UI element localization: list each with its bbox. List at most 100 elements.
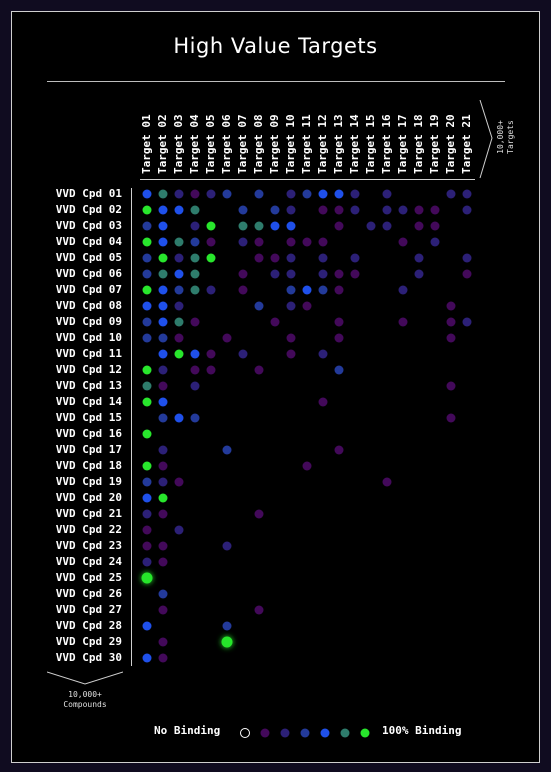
binding-dot [334, 333, 344, 343]
binding-dot [158, 301, 168, 311]
binding-dot [254, 301, 264, 311]
binding-dot [158, 413, 168, 423]
binding-dot [174, 413, 184, 423]
row-axis-line [131, 188, 132, 666]
binding-dot [382, 205, 392, 215]
binding-dot [174, 189, 184, 199]
binding-dot [446, 301, 456, 311]
compound-label: VVD Cpd 19 [55, 475, 122, 488]
binding-dot [142, 653, 152, 663]
binding-dot [462, 317, 472, 327]
binding-dot [318, 269, 328, 279]
binding-dot [238, 349, 248, 359]
binding-dot [206, 189, 216, 199]
binding-dot [254, 365, 264, 375]
binding-dot [206, 221, 216, 231]
binding-dot [238, 285, 248, 295]
binding-dot [398, 285, 408, 295]
binding-dot [286, 221, 296, 231]
binding-dot [238, 269, 248, 279]
legend-swatch [340, 728, 350, 738]
compound-label: VVD Cpd 16 [55, 427, 122, 440]
binding-dot [174, 477, 184, 487]
legend-no-binding-label: No Binding [154, 724, 221, 737]
binding-dot [318, 237, 328, 247]
compound-label: VVD Cpd 24 [55, 555, 122, 568]
binding-dot [222, 333, 232, 343]
binding-dot [286, 237, 296, 247]
binding-dot [158, 493, 168, 503]
binding-dot [334, 221, 344, 231]
binding-dot [142, 429, 152, 439]
binding-dot [302, 461, 312, 471]
compound-label: VVD Cpd 12 [55, 363, 122, 376]
compound-label: VVD Cpd 30 [55, 651, 122, 664]
binding-dot [446, 189, 456, 199]
compound-label: VVD Cpd 13 [55, 379, 122, 392]
binding-dot [174, 317, 184, 327]
binding-dot [318, 285, 328, 295]
binding-dot [206, 349, 216, 359]
compound-label: VVD Cpd 10 [55, 331, 122, 344]
binding-dot [158, 269, 168, 279]
binding-dot [190, 365, 200, 375]
binding-dot [398, 237, 408, 247]
compound-label: VVD Cpd 02 [55, 203, 122, 216]
binding-dot [462, 253, 472, 263]
binding-dot [254, 509, 264, 519]
binding-dot [190, 205, 200, 215]
compound-label: VVD Cpd 15 [55, 411, 122, 424]
binding-dot [366, 221, 376, 231]
binding-dot [302, 189, 312, 199]
legend-swatch [260, 728, 270, 738]
title-divider [47, 81, 505, 82]
compound-label: VVD Cpd 11 [55, 347, 122, 360]
compound-label: VVD Cpd 17 [55, 443, 122, 456]
binding-dot [142, 189, 152, 199]
binding-dot [190, 317, 200, 327]
binding-dot [430, 237, 440, 247]
binding-dot [270, 253, 280, 263]
binding-dot [286, 333, 296, 343]
binding-dot [142, 253, 152, 263]
binding-dot [222, 445, 232, 455]
binding-dot [414, 221, 424, 231]
binding-dot [174, 285, 184, 295]
binding-dot [158, 333, 168, 343]
legend-swatch [300, 728, 310, 738]
binding-dot [174, 301, 184, 311]
binding-dot [190, 189, 200, 199]
binding-dot [462, 205, 472, 215]
binding-dot [142, 285, 152, 295]
binding-dot [446, 413, 456, 423]
binding-dot [334, 285, 344, 295]
binding-dot [238, 205, 248, 215]
binding-dot [286, 349, 296, 359]
binding-dot [221, 636, 233, 648]
binding-dot [414, 253, 424, 263]
binding-dot [142, 493, 152, 503]
binding-dot [190, 381, 200, 391]
binding-dot [414, 205, 424, 215]
binding-dot [142, 269, 152, 279]
binding-dot [174, 205, 184, 215]
binding-dot [334, 269, 344, 279]
binding-dot [142, 509, 152, 519]
binding-dot [398, 317, 408, 327]
binding-dot [222, 621, 232, 631]
binding-dot [350, 253, 360, 263]
binding-dot [158, 221, 168, 231]
binding-dot [206, 237, 216, 247]
binding-dot [382, 221, 392, 231]
binding-dot [318, 349, 328, 359]
binding-dot [158, 365, 168, 375]
binding-dot [158, 349, 168, 359]
binding-dot [142, 525, 152, 535]
binding-dot [382, 477, 392, 487]
binding-dot [158, 477, 168, 487]
binding-dot [446, 333, 456, 343]
compound-label: VVD Cpd 18 [55, 459, 122, 472]
binding-dot [270, 221, 280, 231]
binding-dot [158, 445, 168, 455]
compound-label: VVD Cpd 07 [55, 283, 122, 296]
